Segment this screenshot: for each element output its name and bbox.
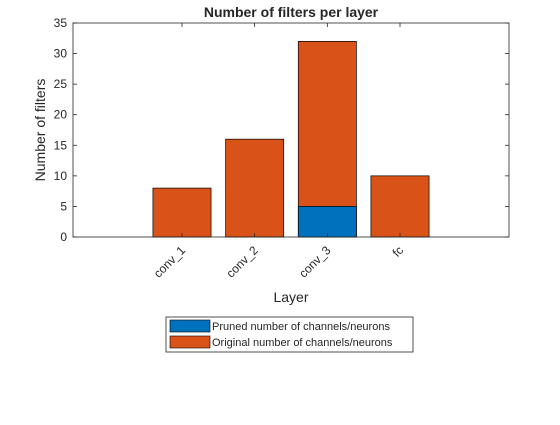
x-tick-label-conv_3: conv_3	[296, 243, 333, 280]
y-axis-label: Number of filters	[32, 79, 48, 182]
y-tick-label: 20	[54, 108, 68, 122]
x-tick-label-conv_2: conv_2	[224, 243, 261, 280]
y-tick-label: 15	[54, 138, 68, 152]
y-tick-label: 5	[60, 199, 67, 213]
bar-fc-original	[370, 175, 430, 238]
chart-title: Number of filters per layer	[204, 4, 379, 20]
legend-swatch-pruned	[169, 319, 211, 333]
plot-area	[73, 23, 509, 237]
bars-group	[152, 40, 430, 238]
bar-conv_3-pruned	[297, 206, 357, 238]
y-tick-label: 30	[54, 47, 68, 61]
y-tick-label: 35	[54, 16, 68, 30]
legend-swatch-original	[169, 335, 211, 349]
bar-conv_1-original	[152, 187, 212, 238]
x-tick-label-conv_1: conv_1	[151, 243, 188, 280]
x-axis-label: Layer	[273, 289, 308, 305]
y-ticks-group: 0 5 10 15 20 25 30 35	[54, 16, 509, 244]
bar-conv_3-original	[297, 40, 357, 238]
axes-box	[72, 22, 510, 238]
x-tick-label-fc: fc	[390, 243, 407, 260]
legend-label-original: Original number of channels/neurons	[212, 337, 393, 349]
y-tick-label: 25	[54, 77, 68, 91]
y-tick-label: 0	[60, 230, 67, 244]
legend: Pruned number of channels/neurons Origin…	[165, 316, 414, 353]
y-tick-label: 10	[54, 169, 68, 183]
legend-label-pruned: Pruned number of channels/neurons	[212, 321, 390, 333]
bar-conv_2-original	[225, 138, 285, 238]
